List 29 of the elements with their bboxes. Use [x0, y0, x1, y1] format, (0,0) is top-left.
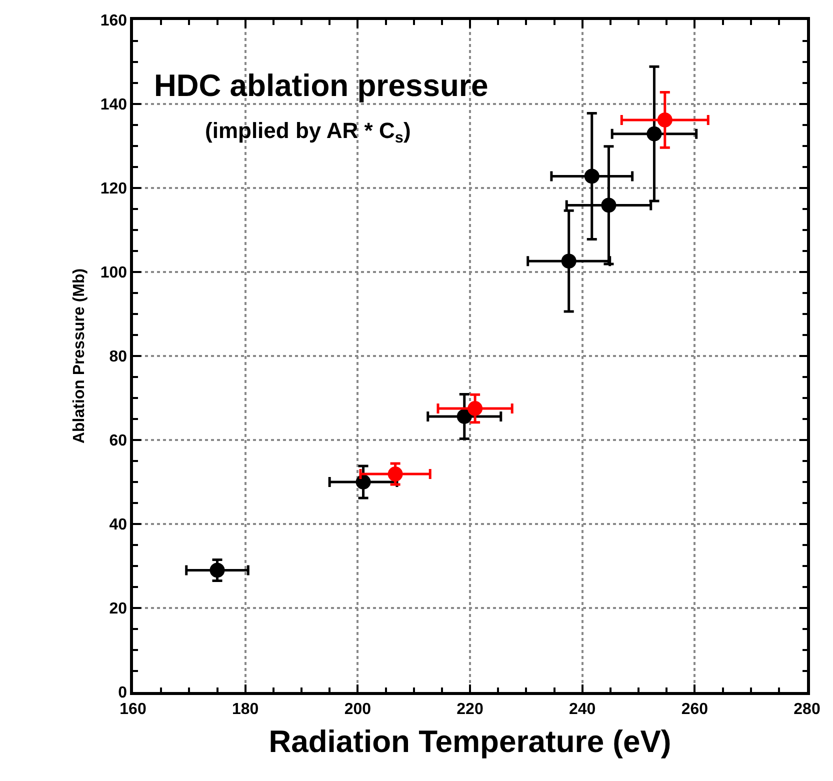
y-tick-label: 100 — [100, 264, 128, 282]
x-axis-title: Radiation Temperature (eV) — [268, 724, 672, 760]
text: HDC ablation pressure — [154, 68, 488, 103]
point — [356, 474, 371, 490]
x-tick-label: 280 — [794, 700, 820, 718]
text: (implied by AR * C$_{s}$) — [205, 118, 411, 147]
y-tick-label: 40 — [109, 516, 128, 534]
x-tick-label: 240 — [568, 700, 596, 718]
point — [657, 112, 672, 128]
point — [601, 198, 616, 213]
point — [388, 466, 403, 482]
point — [561, 254, 576, 269]
point — [646, 126, 662, 142]
point — [468, 401, 483, 416]
point — [456, 408, 472, 424]
y-tick-label: 120 — [100, 180, 128, 198]
y-tick-label: 0 — [118, 684, 128, 702]
y-axis-title: Ablation Pressure (Mb) — [71, 268, 88, 444]
y-tick-label: 20 — [109, 600, 128, 618]
x-tick-label: 260 — [681, 700, 708, 718]
y-tick-label: 60 — [109, 432, 128, 450]
x-tick-label: 220 — [456, 700, 484, 718]
y-tick-label: 160 — [100, 12, 128, 30]
point — [584, 168, 600, 184]
y-tick-label: 140 — [100, 96, 128, 114]
x-tick-label: 180 — [232, 700, 259, 718]
y-tick-label: 80 — [109, 348, 128, 366]
x-tick-label: 200 — [344, 700, 372, 718]
point — [210, 562, 225, 578]
